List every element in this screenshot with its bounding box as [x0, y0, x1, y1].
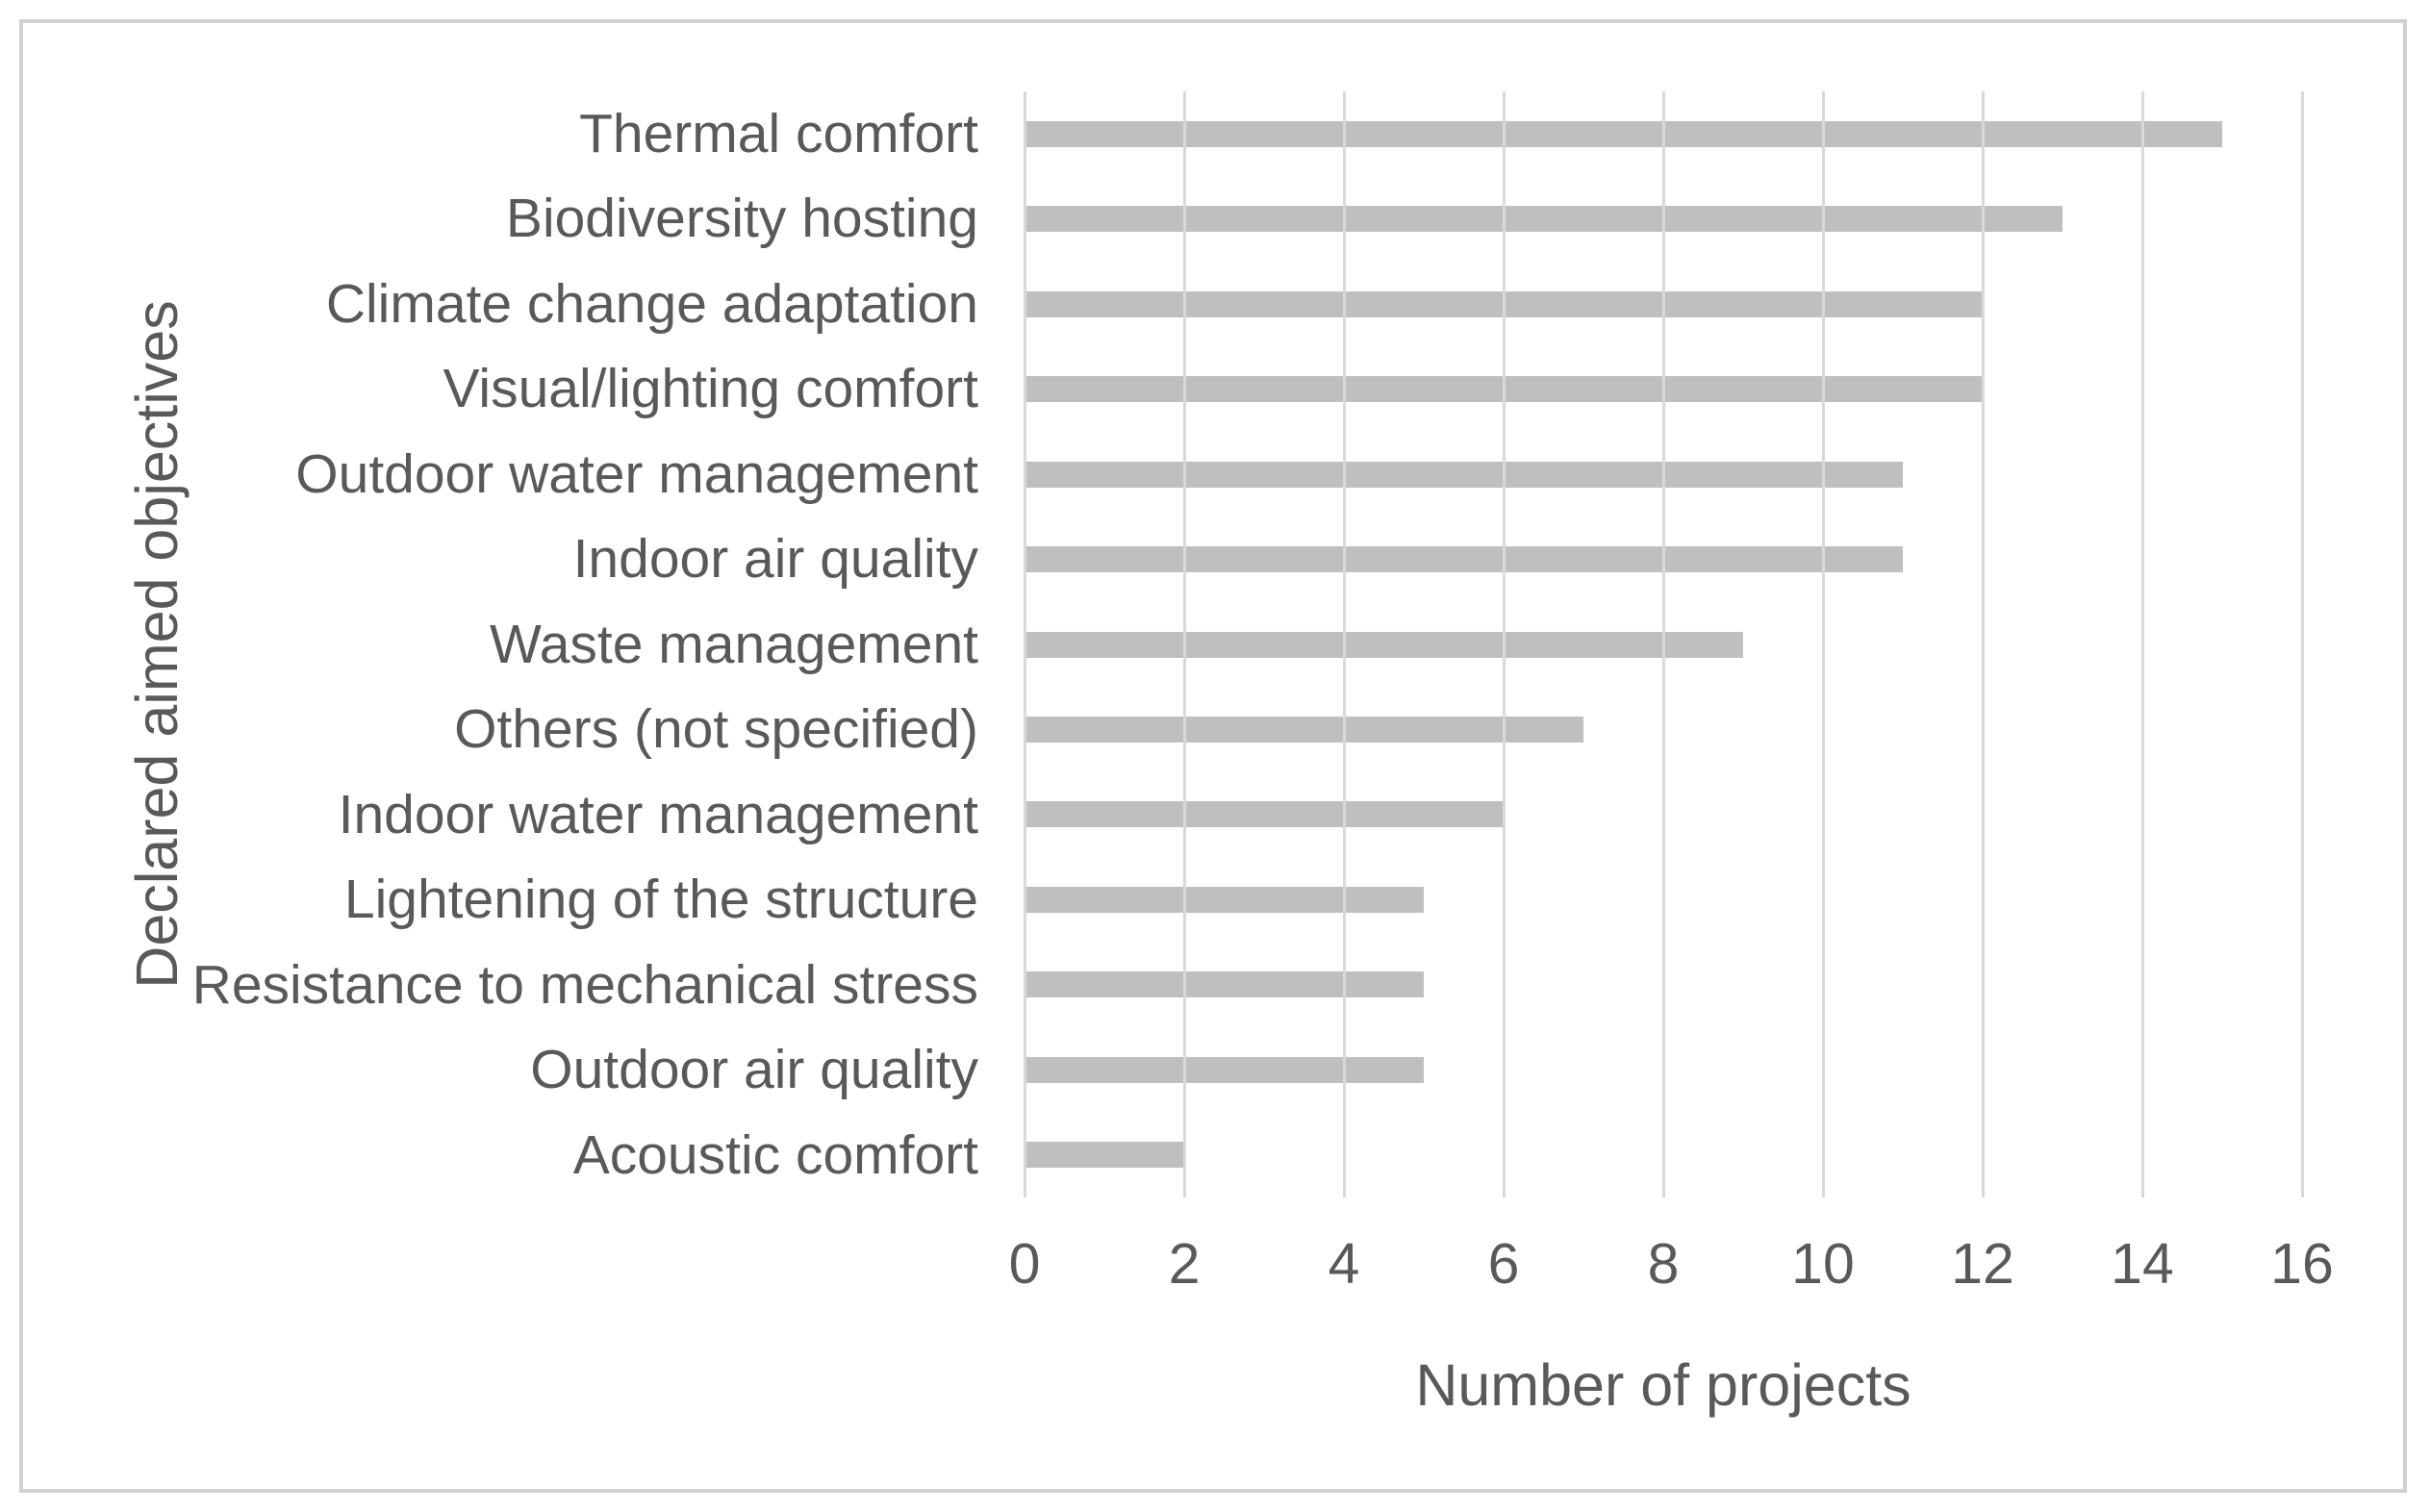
bar: [1025, 1057, 1424, 1083]
gridline: [1662, 91, 1665, 1197]
category-label: Climate change adaptation: [325, 272, 978, 335]
bar: [1025, 121, 2222, 147]
category-label: Visual/lighting comfort: [443, 357, 978, 419]
gridline: [1822, 91, 1825, 1197]
bar: [1025, 206, 2063, 232]
gridline: [2141, 91, 2144, 1197]
gridline: [1343, 91, 1346, 1197]
gridline: [1982, 91, 1985, 1197]
category-label: Thermal comfort: [579, 102, 978, 164]
gridline: [2301, 91, 2304, 1197]
x-tick-label: 4: [1328, 1232, 1360, 1296]
plot-area: [1024, 91, 2304, 1197]
gridline: [1503, 91, 1506, 1197]
gridline: [1183, 91, 1186, 1197]
category-label: Others (not specified): [454, 697, 978, 760]
category-label: Outdoor water management: [295, 442, 978, 505]
x-tick-label: 0: [1008, 1232, 1041, 1296]
x-tick-label: 2: [1168, 1232, 1201, 1296]
x-tick-label: 8: [1647, 1232, 1680, 1296]
bar: [1025, 632, 1743, 658]
y-axis-title: Declared aimed objectives: [123, 300, 190, 989]
x-axis-title: Number of projects: [1415, 1351, 1911, 1418]
category-label: Waste management: [490, 613, 978, 675]
x-tick-label: 12: [1951, 1232, 2014, 1296]
x-tick-label: 16: [2270, 1232, 2334, 1296]
gridline: [1024, 91, 1026, 1197]
x-tick-label: 10: [1791, 1232, 1855, 1296]
bar: [1025, 462, 1903, 488]
category-label: Outdoor air quality: [530, 1038, 978, 1100]
bar: [1025, 887, 1424, 913]
category-label: Resistance to mechanical stress: [191, 953, 978, 1016]
category-label: Indoor air quality: [572, 527, 978, 590]
bar: [1025, 801, 1504, 827]
x-tick-label: 6: [1487, 1232, 1520, 1296]
chart-frame: Thermal comfort Biodiversity hosting Clima…: [19, 19, 2407, 1493]
bar: [1025, 1142, 1184, 1168]
category-label: Biodiversity hosting: [505, 187, 978, 249]
category-label: Acoustic comfort: [572, 1123, 978, 1186]
bar: [1025, 717, 1583, 743]
category-label: Indoor water management: [338, 783, 978, 845]
bar: [1025, 971, 1424, 997]
bar: [1025, 546, 1903, 572]
x-tick-label: 14: [2111, 1232, 2174, 1296]
category-label: Lightening of the structure: [343, 868, 978, 930]
